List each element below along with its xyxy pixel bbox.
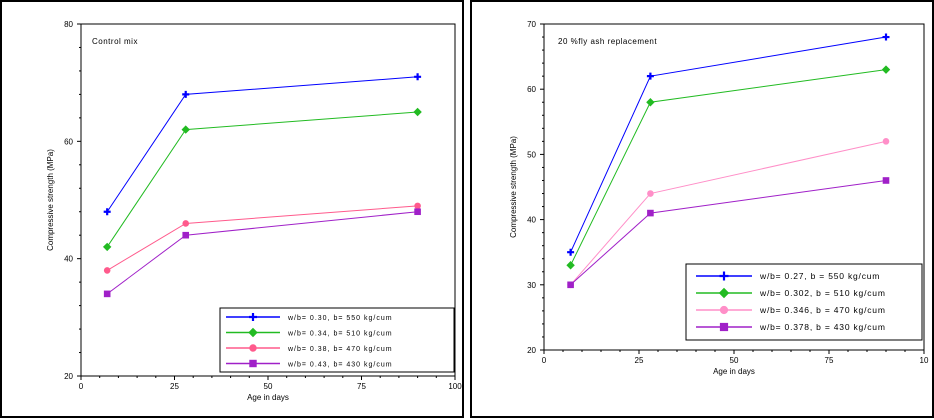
right-legend-label: w/b= 0.302, b = 510 kg/cum [759, 288, 886, 298]
left-data-point-s4 [103, 290, 111, 298]
right-series-line-1 [570, 36, 887, 253]
left-data-point-s1 [182, 90, 190, 98]
right-data-point-s1 [882, 33, 890, 41]
right-ylabel: Compressive strength (MPa) [509, 136, 518, 238]
left-legend-box [219, 307, 455, 373]
left-series-line-2 [106, 111, 418, 248]
left-data-point-s1 [414, 73, 422, 81]
left-data-point-s2 [102, 242, 112, 252]
right-xlabel: Age in days [713, 367, 755, 376]
right-ytick-label: 70 [527, 20, 536, 29]
right-ytick-label: 20 [527, 346, 536, 355]
right-data-point-s2 [646, 98, 655, 107]
chart-svg-left: 0 25 50 75 100 20 40 60 80 Age in days Compressive… [46, 20, 462, 402]
left-legend-label: w/b= 0.43, b= 430 kg/cum [287, 362, 393, 369]
right-data-point-s3 [882, 138, 890, 145]
chart-panel-control-mix: 0 25 50 75 100 20 40 60 80 Age in days Compressive… [0, 0, 464, 418]
left-legend-marker [249, 344, 257, 352]
right-xtick-label: 0 [542, 356, 547, 365]
left-xtick-label: 100 [448, 382, 462, 391]
left-legend-marker [249, 313, 257, 321]
left-xtick-label: 0 [79, 382, 84, 391]
left-xtick-label: 25 [170, 382, 179, 391]
right-data-point-s4 [567, 281, 574, 289]
right-data-point-s1 [567, 248, 575, 256]
left-legend: w/b= 0.30, b= 550 kg/cum w/b= 0.34, b= 51… [219, 307, 455, 373]
right-legend-marker [719, 322, 729, 332]
left-ytick-label: 80 [64, 20, 73, 29]
right-legend-marker [719, 271, 729, 281]
left-series-line-3 [106, 205, 418, 271]
left-data-point-s3 [103, 267, 111, 274]
right-annotation: 20 %fly ash replacement [558, 37, 657, 46]
right-data-point-s1 [646, 72, 654, 80]
right-plot: 0 25 50 75 10 20 30 40 50 60 70 Age in days Compress… [509, 20, 929, 376]
left-series-line-4 [106, 211, 418, 295]
right-xtick-label: 10 [920, 356, 929, 365]
left-xtick-label: 75 [357, 382, 366, 391]
left-data-point-s4 [182, 231, 190, 239]
left-data-point-s2 [413, 107, 422, 117]
left-legend-marker [249, 359, 257, 368]
chart-panel-fly-ash: 0 25 50 75 10 20 30 40 50 60 70 Age in days Compress… [470, 0, 934, 418]
left-legend-label: w/b= 0.34, b= 510 kg/cum [287, 331, 393, 338]
left-xtick-label: 50 [264, 382, 273, 391]
right-legend: w/b= 0.27, b = 550 kg/cum w/b= 0.302, b =… [685, 263, 923, 341]
right-series-line-2 [570, 69, 887, 266]
left-data-point-s3 [182, 220, 190, 227]
right-legend-label: w/b= 0.346, b = 470 kg/cum [759, 305, 886, 315]
left-data-point-s2 [181, 125, 190, 134]
left-annotation: Control mix [92, 37, 138, 46]
right-legend-label: w/b= 0.27, b = 550 kg/cum [759, 271, 880, 281]
right-ytick-label: 30 [527, 281, 536, 290]
left-legend-marker [248, 327, 258, 338]
chart-svg-right: 0 25 50 75 10 20 30 40 50 60 70 Age in days Compress… [509, 20, 929, 376]
right-data-point-s3 [647, 190, 654, 197]
left-legend-label: w/b= 0.30, b= 550 kg/cum [287, 315, 393, 322]
right-series-line-3 [570, 140, 887, 286]
left-data-point-s3 [414, 202, 421, 210]
left-legend-label: w/b= 0.38, b= 470 kg/cum [287, 346, 393, 353]
right-legend-label: w/b= 0.378, b = 430 kg/cum [759, 322, 886, 332]
left-ytick-label: 40 [64, 255, 73, 264]
left-series-line-1 [106, 76, 418, 213]
left-data-point-s4 [414, 208, 421, 216]
right-data-point-s4 [882, 177, 890, 184]
left-ytick-label: 20 [64, 372, 73, 381]
right-legend-marker [719, 305, 729, 315]
left-plot: 0 25 50 75 100 20 40 60 80 Age in days Compressive… [46, 20, 462, 402]
right-xtick-label: 50 [730, 356, 739, 365]
left-xlabel: Age in days [247, 393, 289, 402]
right-legend-marker [718, 287, 730, 299]
left-ytick-label: 60 [64, 137, 73, 146]
right-xtick-label: 75 [825, 356, 834, 365]
left-data-point-s1 [103, 208, 111, 216]
right-data-point-s2 [566, 261, 575, 270]
right-ytick-label: 60 [527, 85, 536, 94]
right-data-point-s4 [647, 209, 654, 217]
right-xtick-label: 25 [635, 356, 644, 365]
right-ytick-label: 40 [527, 216, 536, 225]
right-data-point-s2 [881, 65, 891, 74]
left-ylabel: Compressive strength (MPa) [46, 149, 55, 251]
right-ytick-label: 50 [527, 150, 536, 159]
